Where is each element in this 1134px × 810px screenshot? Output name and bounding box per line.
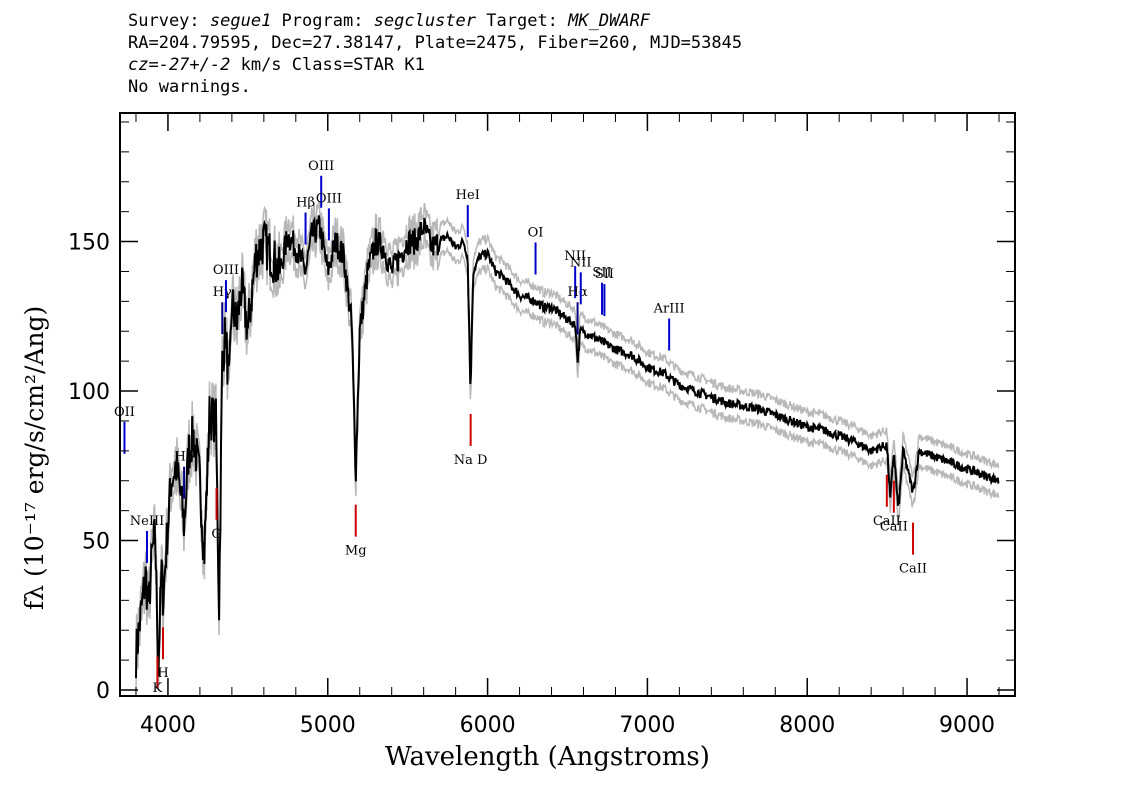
emission-label: SII: [595, 267, 614, 282]
x-tick-label: 9000: [939, 713, 995, 738]
absorption-label: H: [157, 666, 168, 681]
emission-label: OIII: [316, 191, 342, 206]
target-key: Target:: [476, 11, 569, 31]
x-tick-label: 7000: [619, 713, 675, 738]
emission-label: NII: [564, 249, 586, 264]
noise-lower: [135, 230, 1000, 694]
emission-label: NII: [570, 255, 592, 270]
emission-label: OII: [114, 405, 135, 420]
emission-label: Hδ: [175, 450, 194, 465]
header-line-redshift: cz=-27+/-2 km/s Class=STAR K1: [128, 54, 742, 76]
axis-ticks: 4000 5000 6000 7000 8000 9000 0 50 100 150: [68, 113, 1015, 738]
emission-label: Hγ: [213, 285, 232, 300]
absorption-label: CaII: [899, 562, 927, 577]
noise-band: [135, 200, 1000, 694]
y-axis-label: fλ (10⁻¹⁷ erg/s/cm²/Ang): [20, 305, 49, 610]
emission-label: OIII: [308, 159, 334, 174]
header-line-coordinates: RA=204.79595, Dec=27.38147, Plate=2475, …: [128, 33, 743, 53]
header-line-warnings: No warnings.: [128, 77, 251, 97]
x-axis-label: Wavelength (Angstroms): [385, 742, 710, 772]
emission-label: HeI: [456, 188, 480, 203]
absorption-label: CaII: [873, 514, 901, 529]
emission-label: NeIII: [130, 514, 164, 529]
survey-key: Survey:: [128, 11, 210, 31]
emission-label: Hα: [568, 285, 588, 300]
header-line-survey: Survey: segue1 Program: segcluster Targe…: [128, 10, 742, 32]
y-tick-label: 100: [68, 380, 110, 405]
program-key: Program:: [271, 11, 374, 31]
class-value: km/s Class=STAR K1: [230, 55, 425, 75]
survey-value: segue1: [209, 11, 272, 31]
target-value: MK_DWARF: [568, 11, 651, 31]
y-tick-label: 50: [82, 530, 110, 555]
program-value: segcluster: [373, 11, 477, 31]
emission-label: SII: [592, 266, 611, 281]
absorption-label: G: [211, 527, 221, 542]
x-tick-label: 5000: [300, 713, 356, 738]
noise-upper: [135, 200, 1000, 664]
emission-label: OIII: [213, 263, 239, 278]
x-tick-label: 8000: [779, 713, 835, 738]
x-tick-label: 6000: [460, 713, 516, 738]
plot-frame: [119, 112, 1016, 697]
absorption-label: K: [153, 681, 163, 696]
absorption-label: Mg: [345, 544, 367, 559]
cz-value: cz=-27+/-2: [128, 55, 231, 75]
absorption-label: Na D: [454, 453, 488, 468]
spectrum-line: [135, 215, 1000, 679]
emission-label: OI: [528, 225, 544, 240]
spectrum-series: [135, 215, 1000, 679]
emission-label: Hβ: [296, 196, 315, 211]
y-tick-label: 150: [68, 231, 110, 256]
x-tick-label: 4000: [140, 713, 196, 738]
y-axis-label-wrap: fλ (10⁻¹⁷ erg/s/cm²/Ang): [12, 140, 52, 610]
absorption-label: CaII: [880, 520, 908, 535]
emission-label: ArIII: [653, 302, 685, 317]
spectrum-header: Survey: segue1 Program: segcluster Targe…: [128, 10, 742, 98]
y-tick-label: 0: [96, 679, 110, 704]
